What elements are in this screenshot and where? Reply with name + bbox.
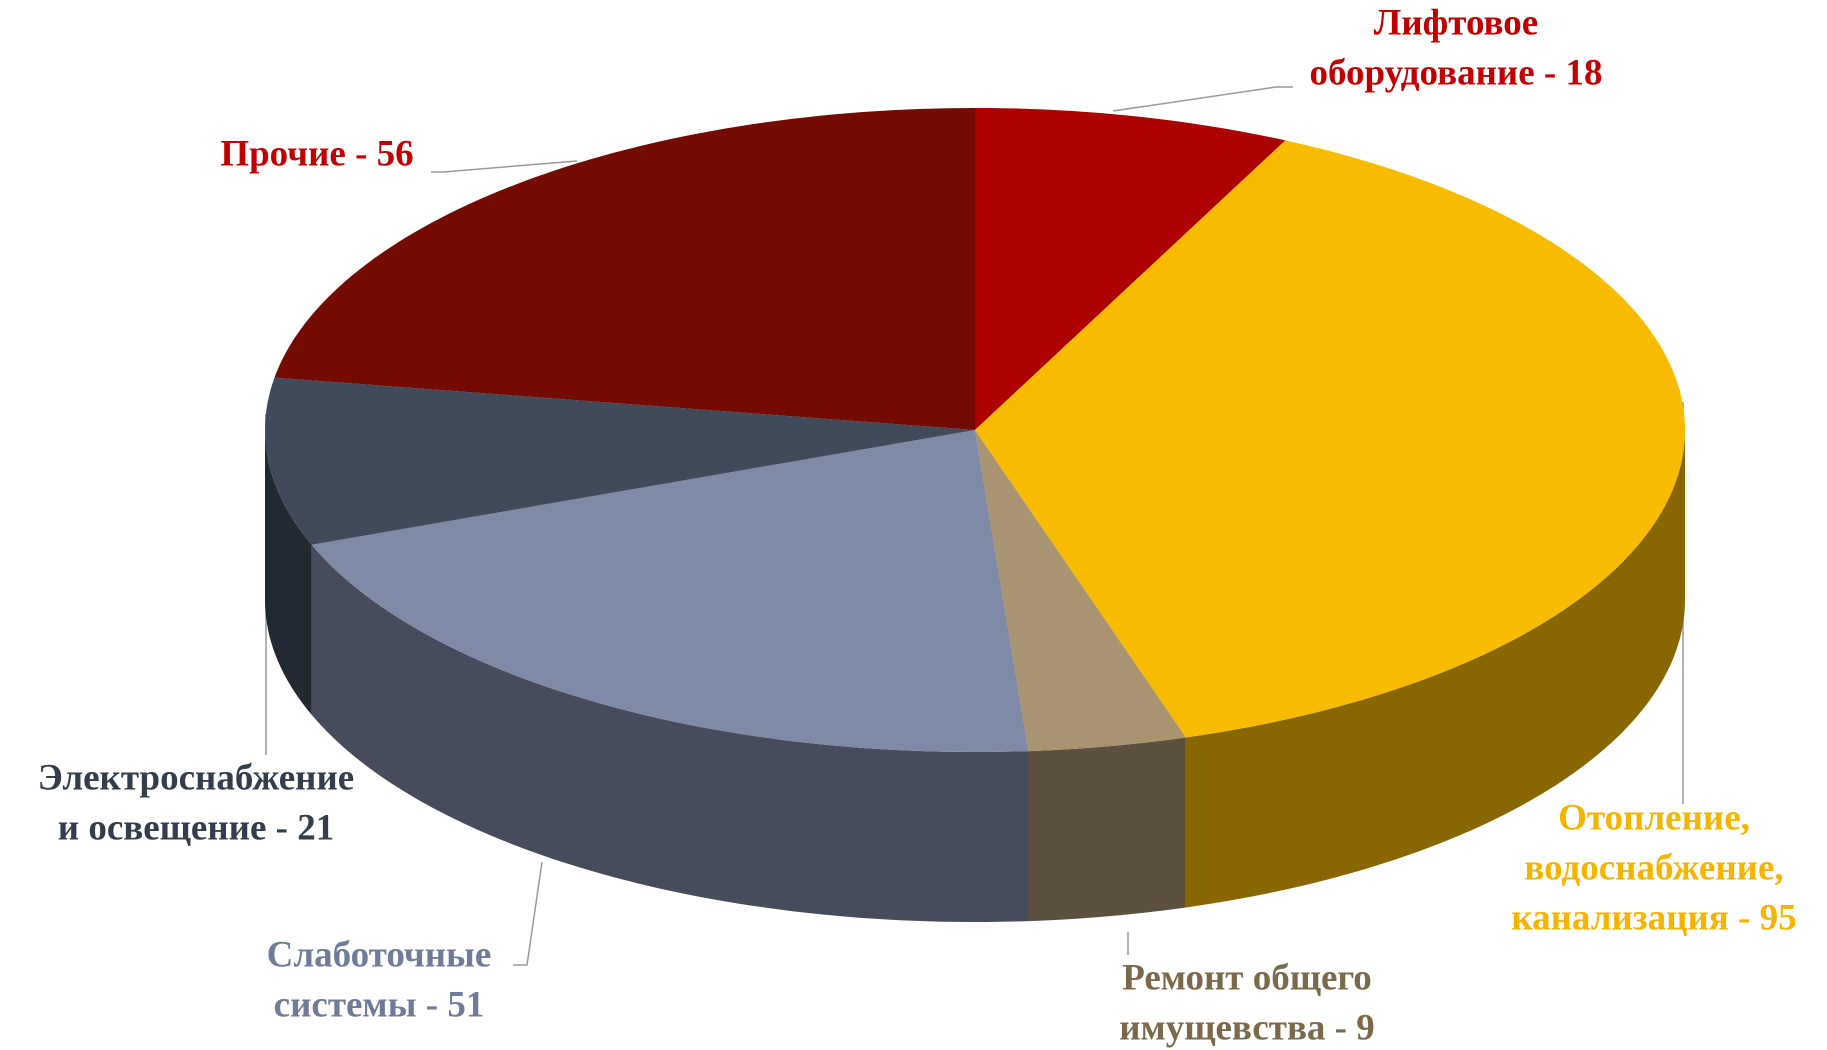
data-label: Лифтовое xyxy=(1374,2,1538,43)
data-label: Ремонт общего xyxy=(1122,957,1372,998)
data-label: имущевства - 9 xyxy=(1119,1007,1375,1048)
data-label: канализация - 95 xyxy=(1511,897,1796,938)
data-label: оборудование - 18 xyxy=(1310,52,1603,93)
pie-slice xyxy=(311,430,1029,752)
data-label: Прочие - 56 xyxy=(220,133,413,174)
labels: Лифтовое оборудование - 18 Отопление, водос… xyxy=(38,2,1797,1048)
pie-slice xyxy=(265,377,975,545)
pie-wall xyxy=(265,430,312,715)
leader-line xyxy=(1112,86,1293,112)
pie-wall xyxy=(1185,430,1685,908)
pie-top xyxy=(265,108,1685,752)
pie-slice xyxy=(975,430,1186,752)
leader-line xyxy=(431,160,578,173)
leader-line xyxy=(513,861,543,966)
data-label: водоснабжение, xyxy=(1524,847,1783,888)
pie-wall xyxy=(1028,737,1186,922)
pie-slice xyxy=(975,140,1685,738)
data-label: системы - 51 xyxy=(274,984,485,1025)
pie-slice xyxy=(975,108,1286,430)
pie-walls xyxy=(265,430,1685,922)
data-label: Слаботочные xyxy=(267,934,492,975)
data-label: Электроснабжение xyxy=(38,757,354,798)
pie-slice xyxy=(274,108,975,430)
data-label: Отопление, xyxy=(1558,797,1750,838)
data-label: и освещение - 21 xyxy=(58,807,334,848)
pie-wall xyxy=(311,544,1029,922)
